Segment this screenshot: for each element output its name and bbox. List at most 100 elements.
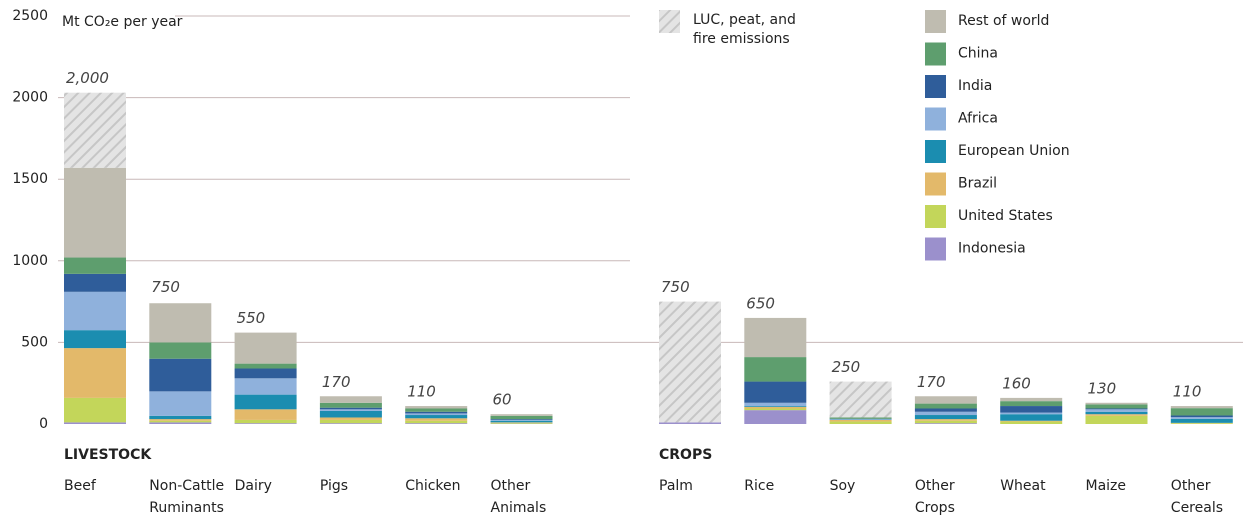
bar-segment [405,420,468,424]
bar-segment [234,394,297,410]
bar-segment [829,381,892,418]
bar-segment [149,419,212,421]
bar-segment [744,408,807,411]
bar-segment [1170,415,1233,418]
legend-swatch [925,140,946,163]
bar-segment [319,417,382,420]
x-tick-label: Palm [659,478,693,494]
bar-segment [1085,402,1148,405]
bar-segment [64,273,126,292]
bar-segment [659,422,721,424]
y-tick-label: 1500 [12,171,48,187]
bar-segment [1085,415,1148,424]
total-label: 650 [746,294,775,312]
bar-segment [1170,408,1233,416]
x-tick-label: Other Animals [491,478,547,516]
bar-segment [744,317,807,358]
total-label: 110 [407,383,436,401]
bar-segment [1000,397,1063,402]
bar-segment [1000,421,1063,424]
group-label: LIVESTOCK [64,447,152,463]
y-axis-label: Mt CO₂e per year [62,14,183,30]
bar-segment [319,410,382,418]
bar-segment [1085,404,1148,409]
legend-swatch [925,237,946,261]
bar-segment [149,358,212,392]
bar-segment [64,257,126,274]
bar-segment [405,408,468,412]
bar-segment [744,406,807,407]
bar-segment [490,419,553,421]
bar-segment [234,363,297,369]
bar-segment [914,415,977,420]
legend-label: United States [958,208,1053,224]
bar-segment [1000,420,1063,422]
x-tick-label: Other Crops [915,478,955,516]
bar-segment [234,423,297,424]
y-tick-label: 500 [21,334,48,350]
x-tick-label: Rice [744,478,774,494]
x-tick-label: Non-Cattle Ruminants [149,478,224,516]
bar-segment [405,411,468,414]
bar-segment [744,357,807,382]
bar-segment [914,420,977,424]
total-label: 250 [832,358,861,376]
bar-segment [1000,406,1063,413]
bar-segment [64,422,126,424]
x-tick-label: Dairy [235,478,272,494]
bar-segment [64,330,126,349]
bar-segment [319,396,382,403]
bar-segment [319,407,382,410]
bar-segment [234,409,297,420]
bar-segment [64,92,126,168]
bar-segment [914,396,977,404]
legend-label: India [958,78,992,94]
bar-segment [490,414,553,416]
x-tick-label: Maize [1086,478,1127,494]
legend-label: China [958,46,998,62]
bar-segment [405,415,468,419]
bar-segment [914,423,977,424]
bar-segment [405,418,468,421]
x-tick-label: Wheat [1000,478,1046,494]
bar-segment [405,406,468,409]
bar-segment [914,403,977,409]
bar-segment [1170,406,1233,409]
y-tick-label: 1000 [12,253,48,269]
total-label: 750 [661,278,690,296]
total-label: 170 [322,373,351,391]
bar-segment [234,368,297,379]
bar-segment [1085,414,1148,416]
bar-segment [234,378,297,395]
group-label: CROPS [659,447,712,463]
bar-segment [319,409,382,411]
bar-segment [659,301,721,423]
x-tick-label: Other Cereals [1171,478,1223,516]
bar-segment [490,422,553,424]
legend-label: Indonesia [958,241,1026,257]
bar-segment [64,167,126,258]
total-label: 2,000 [66,69,109,87]
bar-segment [149,303,212,343]
legend-swatch [925,172,946,196]
bar-segment [149,422,212,424]
bar-segment [319,423,382,424]
total-label: 130 [1088,379,1117,397]
legend-label: Brazil [958,176,997,192]
bar-segment [64,291,126,331]
bar-segment [1000,412,1063,415]
y-tick-label: 2500 [12,8,48,24]
bar-segment [914,408,977,412]
bar-segment [149,342,212,359]
bar-segment [744,402,807,407]
legend-swatch [659,10,680,33]
bar-segment [744,410,807,424]
x-tick-label: Chicken [405,478,460,494]
bar-segment [319,402,382,408]
legend-label: Africa [958,111,998,127]
legend-swatch [925,75,946,98]
bar-segment [829,419,892,422]
bar-segment [234,419,297,424]
bar-segment [1085,408,1148,410]
